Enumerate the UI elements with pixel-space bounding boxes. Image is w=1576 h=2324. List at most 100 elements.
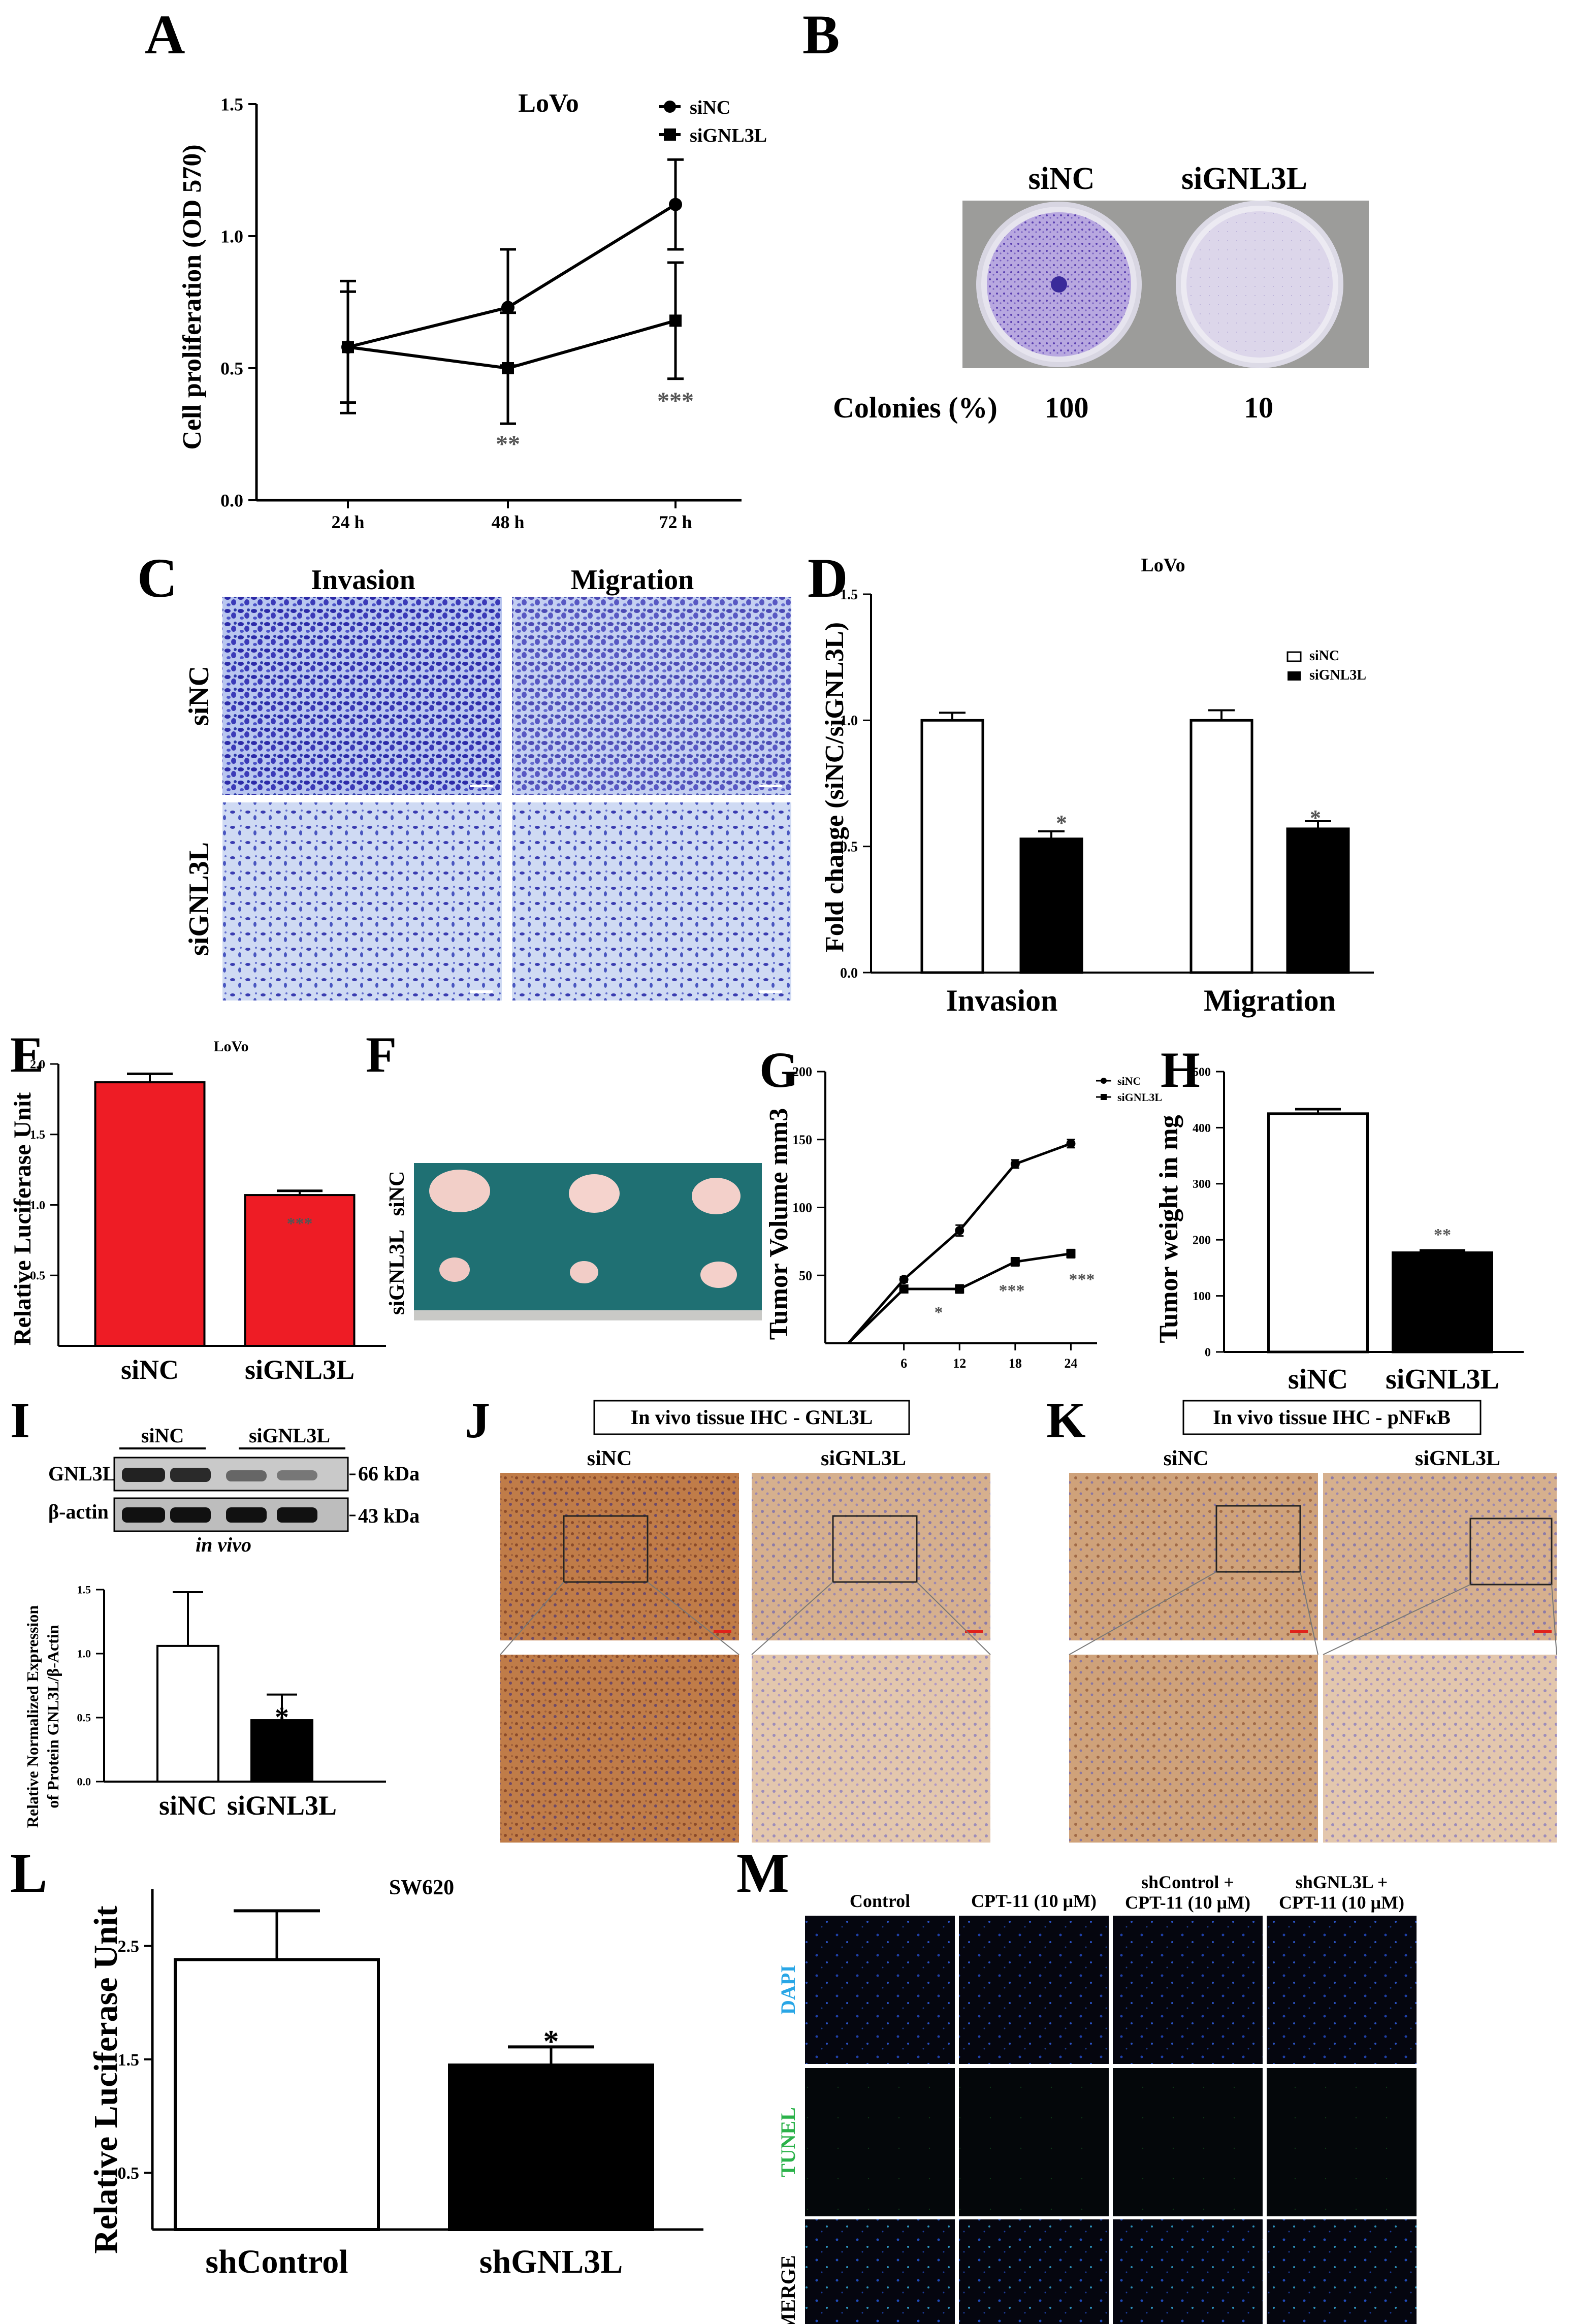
fluorescence-DAPI-1 [959, 1916, 1109, 2064]
sig-D-migration: * [1310, 805, 1321, 830]
legend-swatch-siGNL3L [1288, 671, 1301, 681]
tumor-siGNL3L [700, 1262, 737, 1288]
panel-I-axes: 0.0 0.5 1.0 1.5 [77, 1584, 386, 1788]
y-tick-label: 0.5 [77, 1712, 91, 1724]
y-tick-label: 100 [1193, 1290, 1211, 1303]
bar-siNC [156, 1644, 219, 1783]
y-tick-label: 0.0 [77, 1776, 91, 1788]
x-tick-label: siGNL3L [1386, 1364, 1499, 1395]
panel-M-col-label: Control [850, 1891, 910, 1911]
blot-size-66: 66 kDa [358, 1462, 420, 1485]
panel-G-ylabel: Tumor Volume mm3 [764, 1108, 793, 1340]
x-tick-label: 48 h [491, 512, 524, 532]
fluorescence-MERGE-2 [1113, 2219, 1263, 2324]
y-tick-label: 1.5 [118, 2051, 140, 2070]
legend-label-siNC: siNC [690, 97, 730, 118]
y-tick-label: 0.5 [118, 2164, 140, 2183]
fluorescence-DAPI-0 [805, 1916, 955, 2064]
panel-J: J In vivo tissue IHC - GNL3L siNC siGNL3… [465, 1392, 991, 1843]
micrograph-invasion-siGNL3L [222, 802, 502, 1000]
panel-D-title: LoVo [1141, 555, 1185, 576]
y-tick-label: 400 [1193, 1122, 1211, 1135]
panel-B-col-siNC: siNC [1028, 162, 1095, 196]
panel-E-title: LoVo [214, 1038, 249, 1055]
sig-H: ** [1434, 1225, 1451, 1244]
y-tick-label: 0.5 [220, 359, 243, 379]
series-line-siGNL3L [847, 1252, 1071, 1344]
x-tick-label: shGNL3L [479, 2243, 623, 2280]
scale-bar [470, 785, 493, 787]
bar-siGNL3L [1392, 1251, 1493, 1353]
panel-I-ylabel-1: Relative Normalized Expression [23, 1605, 42, 1828]
sig-G-18: *** [999, 1281, 1025, 1300]
panel-G: G Tumor Volume mm3 50 100 150 200 6 12 18 24 s… [759, 1042, 1162, 1371]
panel-D-plot: Invasion Migration [920, 709, 1350, 1017]
panel-B-value-siNC: 100 [1045, 391, 1089, 424]
scale-bar [1290, 1630, 1308, 1633]
panel-H: H Tumor weight in mg 0 100 200 300 400 500 si… [1154, 1042, 1524, 1395]
panel-letter-J: J [465, 1392, 490, 1448]
panel-D-ylabel: Fold change (siNC/siGNL3L) [820, 622, 849, 952]
y-tick-label: 100 [792, 1201, 812, 1215]
panel-G-plot: 6 12 18 24 [847, 1139, 1077, 1371]
ihc-pNFkB-siNC-high [1069, 1655, 1318, 1843]
legend-swatch-siNC [1286, 651, 1302, 662]
legend-label-siGNL3L: siGNL3L [1309, 667, 1366, 683]
panel-I-ylabel-2: of Protein GNL3L/β-Actin [44, 1625, 62, 1808]
tumor-siGNL3L [439, 1257, 470, 1282]
sig-L: * [543, 2024, 559, 2059]
y-tick-label: 1.0 [30, 1199, 45, 1212]
legend-label-siGNL3L: siGNL3L [1117, 1091, 1162, 1104]
panel-M-row-label-TUNEL: TUNEL [777, 2107, 799, 2177]
y-tick-label: 1.5 [220, 94, 243, 115]
panel-M-row-label-MERGE: MERGE [777, 2255, 799, 2324]
zoom-box [563, 1515, 649, 1583]
bar-siGNL3L [244, 1194, 356, 1347]
bar-shGNL3L [448, 2063, 654, 2232]
blot-row-actin: β-actin [48, 1500, 109, 1523]
panel-C-col-invasion: Invasion [311, 564, 415, 596]
panel-C: C Invasion Migration siNC siGNL3L [137, 547, 791, 1000]
blot-caption: in vivo [196, 1533, 251, 1556]
panel-M-col-label: CPT-11 (10 μM) [971, 1891, 1097, 1911]
fluorescence-TUNEL-0 [805, 2068, 955, 2216]
series-line-siNC [347, 203, 677, 349]
panel-J-title-box [593, 1400, 910, 1435]
panel-letter-K: K [1046, 1392, 1086, 1448]
panel-E-plot: siNC siGNL3L [94, 1072, 356, 1385]
panel-C-row-siGNL3L: siGNL3L [183, 842, 215, 956]
sig-A-48h: ** [496, 431, 520, 458]
y-tick-label: 0.0 [840, 965, 858, 981]
bar-siGNL3L-Invasion [1019, 837, 1083, 974]
scale-bar [965, 1630, 983, 1633]
panel-F-row-siGNL3L: siGNL3L [385, 1230, 409, 1315]
panel-letter-I: I [10, 1392, 30, 1448]
sig-D-invasion: * [1056, 811, 1067, 835]
y-tick-label: 0 [1205, 1346, 1211, 1359]
x-tick-label: Migration [1204, 984, 1336, 1017]
panel-letter-B: B [802, 4, 840, 66]
ihc-pNFkB-siGNL3L-low [1323, 1473, 1557, 1640]
ihc-pNFkB-siGNL3L-high [1323, 1655, 1557, 1843]
panel-K-col-siGNL3L: siGNL3L [1415, 1447, 1500, 1470]
y-tick-label: 0.0 [220, 491, 243, 511]
panel-letter-L: L [10, 1842, 47, 1904]
panel-E-ylabel: Relative Luciferase Unit [9, 1092, 36, 1346]
x-tick-label: siGNL3L [245, 1354, 355, 1385]
legend-label-siNC: siNC [1117, 1075, 1141, 1087]
bar-siNC [94, 1081, 206, 1347]
y-tick-label: 0.5 [840, 839, 858, 855]
panel-letter-G: G [759, 1042, 799, 1098]
panel-A: A LoVo Cell proliferation (OD 570) 0.00.… [145, 4, 767, 532]
point-siGNL3L [1066, 1249, 1076, 1258]
point-siNC [669, 198, 682, 211]
fluorescence-TUNEL-3 [1267, 2068, 1417, 2216]
point-siNC [955, 1225, 964, 1235]
fluorescence-DAPI-2 [1113, 1916, 1263, 2064]
panel-K-title: In vivo tissue IHC - pNFκB [1213, 1406, 1451, 1429]
panel-M-row-label-DAPI: DAPI [777, 1965, 799, 2015]
y-tick-label: 1.0 [77, 1648, 91, 1660]
zoom-box [832, 1515, 918, 1583]
micrograph-migration-siNC [512, 597, 791, 795]
scale-bar [759, 990, 782, 993]
